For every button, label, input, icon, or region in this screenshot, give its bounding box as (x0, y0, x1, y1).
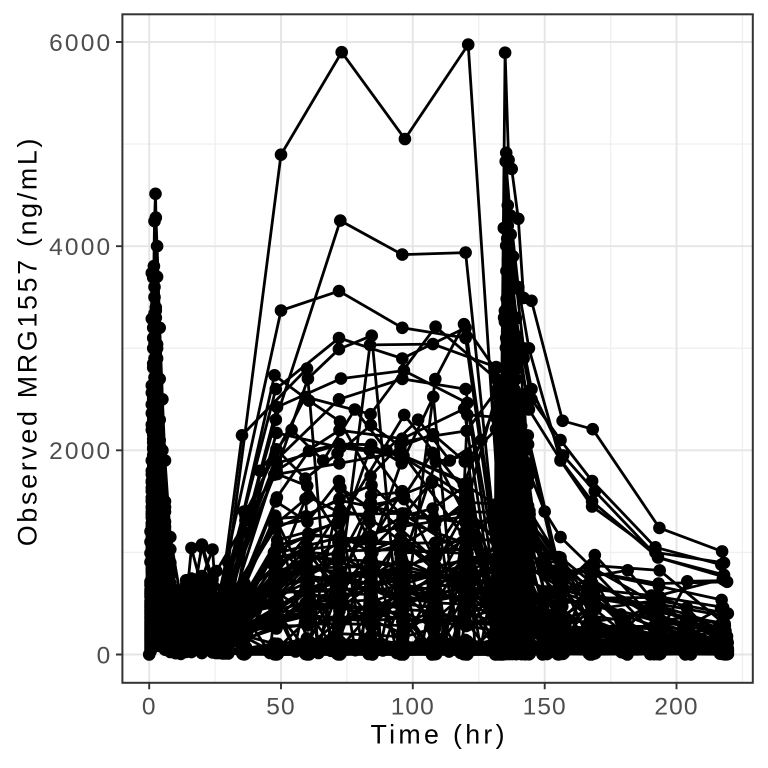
svg-text:150: 150 (523, 693, 567, 720)
svg-text:6000: 6000 (49, 30, 112, 57)
svg-text:100: 100 (391, 693, 435, 720)
svg-text:0: 0 (142, 693, 157, 720)
svg-text:4000: 4000 (49, 234, 112, 261)
svg-text:0: 0 (97, 642, 113, 669)
svg-text:Time (hr): Time (hr) (371, 720, 508, 750)
svg-text:200: 200 (654, 693, 698, 720)
svg-text:Observed MRG1557 (ng/mL): Observed MRG1557 (ng/mL) (12, 136, 42, 546)
svg-text:2000: 2000 (49, 438, 112, 465)
svg-text:50: 50 (266, 693, 295, 720)
